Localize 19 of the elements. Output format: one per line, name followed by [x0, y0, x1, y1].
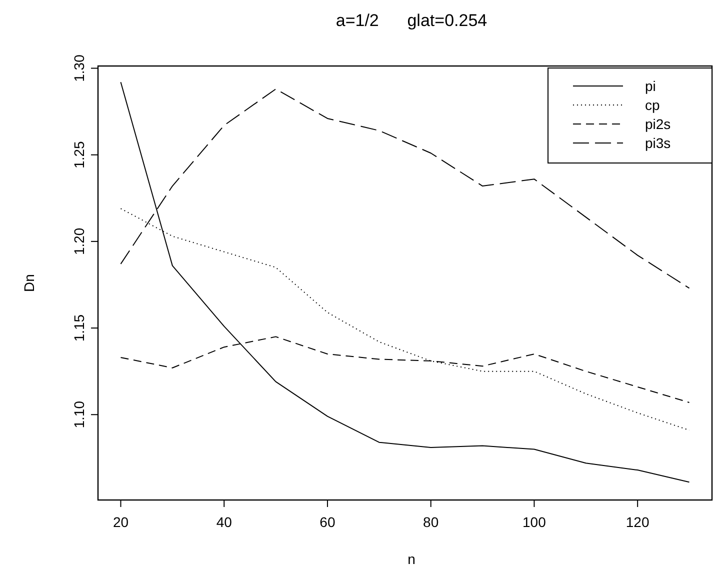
x-tick-label: 20: [112, 514, 129, 530]
x-tick-label: 100: [522, 514, 546, 530]
legend-label: pi3s: [645, 135, 671, 151]
legend-label: pi2s: [645, 116, 671, 132]
x-tick-label: 120: [626, 514, 650, 530]
y-tick-label: 1.10: [71, 400, 87, 428]
line-series: [120, 82, 690, 483]
x-tick-label: 60: [320, 514, 336, 530]
y-tick-label: 1.20: [71, 228, 87, 256]
y-tick-label: 1.15: [71, 314, 87, 342]
x-tick-label: 40: [216, 514, 232, 530]
y-axis-title: Dn: [21, 274, 37, 292]
legend-label: cp: [645, 97, 660, 113]
y-tick-label: 1.30: [71, 54, 87, 82]
legend-label: pi: [645, 78, 656, 94]
chart-title: a=1/2 glat=0.254: [336, 11, 488, 30]
x-axis-title: n: [408, 551, 416, 567]
y-tick-label: 1.25: [71, 141, 87, 168]
x-tick-label: 80: [423, 514, 439, 530]
